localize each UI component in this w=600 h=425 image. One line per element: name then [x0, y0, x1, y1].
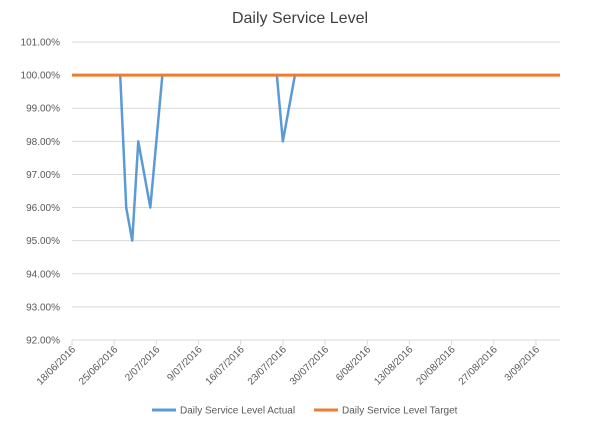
x-tick-label: 18/06/2016	[35, 344, 78, 387]
y-tick-label: 93.00%	[26, 302, 60, 313]
x-tick-label: 9/07/2016	[165, 344, 205, 384]
chart-title: Daily Service Level	[232, 10, 368, 27]
y-tick-label: 100.00%	[21, 71, 61, 82]
y-tick-label: 98.00%	[26, 137, 60, 148]
y-tick-label: 94.00%	[26, 269, 60, 280]
y-tick-label: 99.00%	[26, 104, 60, 115]
x-tick-label: 23/07/2016	[246, 344, 289, 387]
x-tick-label: 25/06/2016	[77, 344, 120, 387]
y-tick-label: 97.00%	[26, 170, 60, 181]
y-tick-label: 95.00%	[26, 236, 60, 247]
x-tick-label: 3/09/2016	[503, 344, 543, 384]
x-tick-label: 2/07/2016	[123, 344, 163, 384]
x-tick-label: 20/08/2016	[414, 344, 457, 387]
y-tick-label: 92.00%	[26, 336, 60, 347]
x-tick-label: 16/07/2016	[204, 344, 247, 387]
y-tick-label: 101.00%	[21, 38, 61, 49]
x-tick-label: 30/07/2016	[288, 344, 331, 387]
y-tick-label: 96.00%	[26, 203, 60, 214]
x-tick-label: 6/08/2016	[334, 344, 374, 384]
x-tick-label: 27/08/2016	[457, 344, 500, 387]
legend-label: Daily Service Level Actual	[180, 406, 295, 417]
legend-label: Daily Service Level Target	[342, 406, 458, 417]
x-tick-label: 13/08/2016	[372, 344, 415, 387]
series-line	[72, 73, 560, 242]
